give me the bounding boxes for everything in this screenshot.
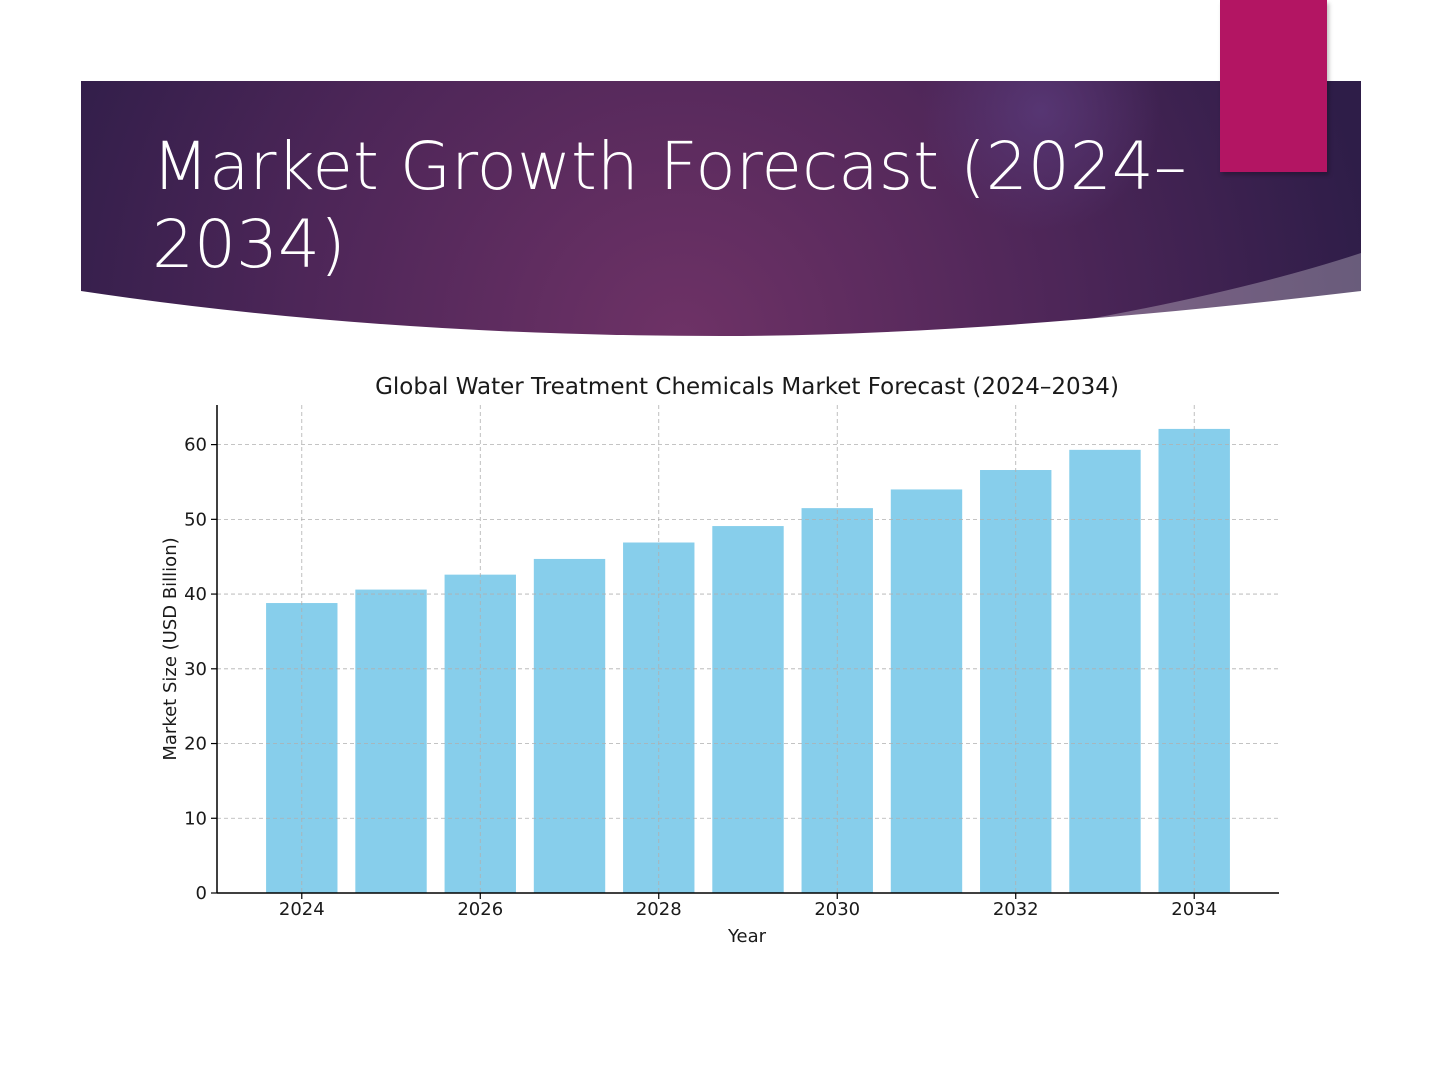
x-axis-ticks: 2024 2026 2028 2030 2032 2034 <box>279 893 1217 920</box>
bar-2029 <box>712 526 784 893</box>
y-tick-label: 50 <box>184 509 207 530</box>
y-tick-label: 0 <box>196 883 207 904</box>
y-axis-ticks: 0 10 20 30 40 50 60 <box>184 435 217 904</box>
title-banner <box>81 81 1361 341</box>
x-tick-label: 2032 <box>993 899 1039 920</box>
slide-title: Market Growth Forecast (2024–2034) <box>152 128 1187 283</box>
bars <box>266 428 1230 893</box>
gridlines <box>217 405 1279 893</box>
y-axis-label: Market Size (USD Billion) <box>160 537 181 760</box>
x-tick-label: 2024 <box>279 899 325 920</box>
chart-title: Global Water Treatment Chemicals Market … <box>375 374 1119 400</box>
banner-background <box>81 81 1361 336</box>
x-tick-label: 2028 <box>636 899 682 920</box>
x-tick-label: 2034 <box>1171 899 1217 920</box>
y-tick-label: 60 <box>184 435 207 456</box>
x-tick-label: 2030 <box>814 899 860 920</box>
bar-2025 <box>355 589 427 893</box>
y-tick-label: 10 <box>184 808 207 829</box>
y-tick-label: 30 <box>184 659 207 680</box>
accent-tab <box>1220 0 1327 172</box>
y-tick-label: 40 <box>184 584 207 605</box>
x-tick-label: 2026 <box>457 899 503 920</box>
bar-2031 <box>890 489 963 893</box>
bar-2033 <box>1069 449 1141 893</box>
x-axis-label: Year <box>727 926 767 947</box>
y-tick-label: 20 <box>184 734 207 755</box>
bar-2027 <box>533 558 606 893</box>
